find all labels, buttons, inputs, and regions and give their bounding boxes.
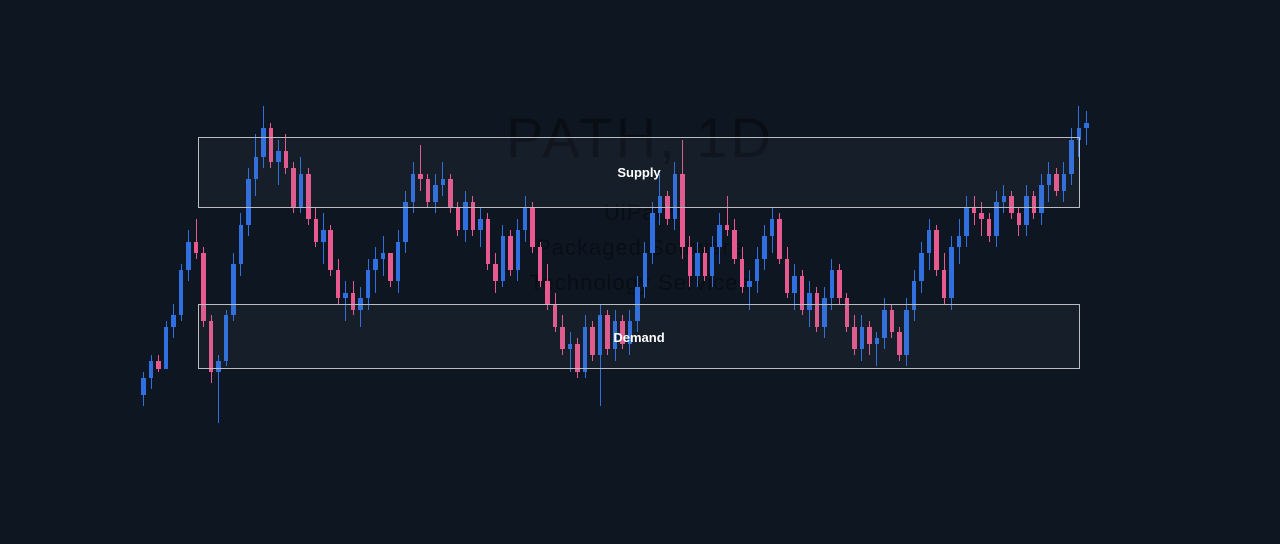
watermark-industry: Packaged Software xyxy=(0,235,1280,261)
candlestick-chart[interactable]: PATH, 1D UiPath Packaged Software Techno… xyxy=(0,0,1280,544)
demand-zone[interactable]: Demand xyxy=(198,304,1080,369)
supply-zone[interactable]: Supply xyxy=(198,137,1080,208)
supply-zone-label: Supply xyxy=(199,165,1079,180)
demand-zone-label: Demand xyxy=(199,330,1079,345)
watermark-sector: Technology Services xyxy=(0,270,1280,296)
